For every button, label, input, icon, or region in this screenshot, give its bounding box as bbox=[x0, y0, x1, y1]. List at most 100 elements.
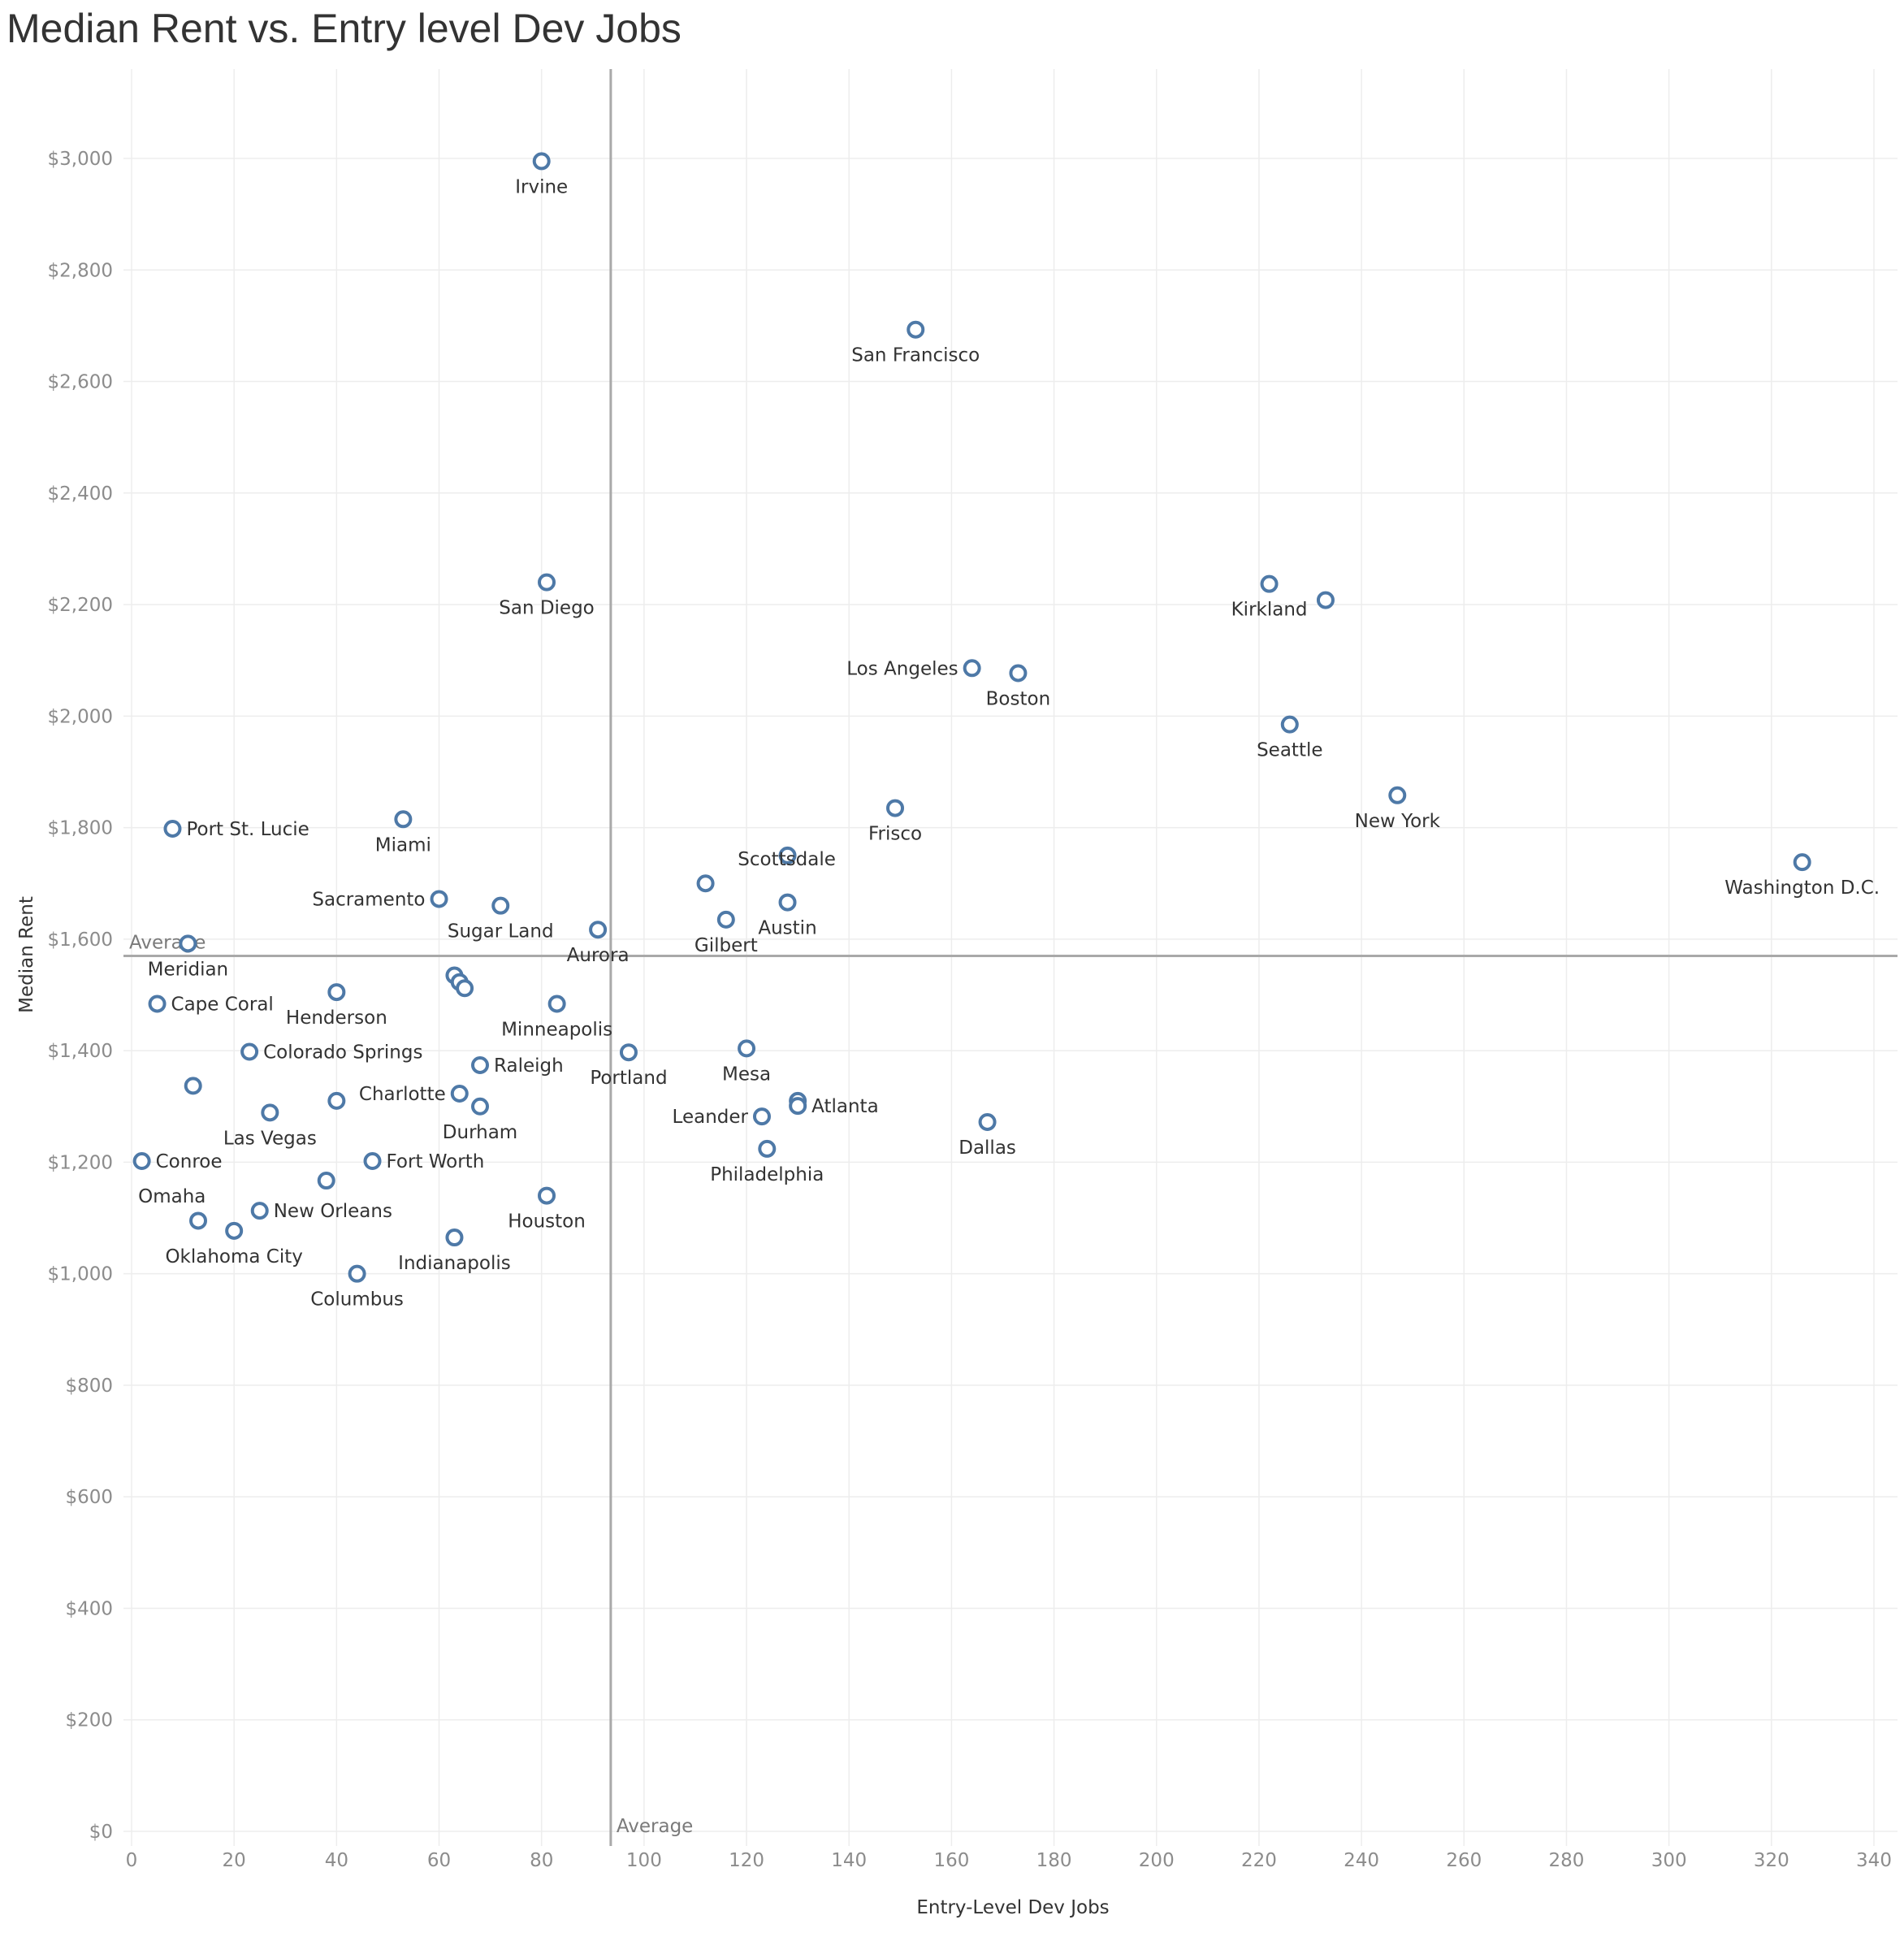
data-point bbox=[163, 819, 182, 838]
data-point bbox=[978, 1112, 997, 1131]
y-tick-label: $1,800 bbox=[48, 818, 113, 839]
data-point bbox=[348, 1264, 366, 1283]
data-point bbox=[1260, 574, 1279, 593]
data-point bbox=[619, 1043, 638, 1062]
data-point bbox=[148, 994, 167, 1013]
data-point bbox=[471, 1055, 489, 1074]
data-point bbox=[184, 1077, 202, 1095]
y-tick-label: $3,000 bbox=[48, 149, 113, 170]
point-label: Colorado Springs bbox=[263, 1042, 422, 1064]
point-label: Dallas bbox=[958, 1138, 1016, 1159]
point-label: Miami bbox=[375, 834, 431, 856]
point-label: Oklahoma City bbox=[165, 1246, 302, 1268]
data-point bbox=[789, 1097, 807, 1116]
data-point bbox=[778, 893, 797, 912]
point-label: New York bbox=[1355, 811, 1441, 832]
point-label: Meridian bbox=[148, 959, 229, 980]
data-point bbox=[589, 921, 608, 939]
point-label: Portland bbox=[590, 1068, 667, 1089]
x-tick-label: 300 bbox=[1651, 1850, 1687, 1871]
y-tick-label: $200 bbox=[65, 1710, 113, 1731]
y-tick-label: $1,600 bbox=[48, 930, 113, 951]
data-points bbox=[132, 152, 1811, 1283]
data-point bbox=[250, 1202, 269, 1220]
x-tick-label: 240 bbox=[1344, 1850, 1379, 1871]
data-point bbox=[738, 1039, 756, 1058]
point-label: Fort Worth bbox=[387, 1151, 485, 1172]
y-tick-label: $2,000 bbox=[48, 706, 113, 727]
data-point bbox=[240, 1042, 259, 1061]
point-label: Scottsdale bbox=[738, 849, 836, 870]
x-tick-label: 80 bbox=[530, 1850, 553, 1871]
data-point bbox=[963, 659, 981, 678]
point-label: Las Vegas bbox=[223, 1128, 317, 1149]
point-label: Mesa bbox=[722, 1064, 771, 1085]
y-tick-label: $1,400 bbox=[48, 1041, 113, 1062]
data-point bbox=[491, 896, 510, 915]
data-point bbox=[430, 890, 448, 908]
point-label: Charlotte bbox=[359, 1084, 446, 1105]
x-tick-label: 40 bbox=[325, 1850, 348, 1871]
point-label: Columbus bbox=[310, 1289, 404, 1311]
point-label: Conroe bbox=[156, 1151, 223, 1172]
x-tick-label: 260 bbox=[1446, 1850, 1482, 1871]
data-point bbox=[445, 1228, 464, 1247]
data-point bbox=[886, 799, 905, 817]
x-tick-label: 60 bbox=[427, 1850, 451, 1871]
data-point bbox=[696, 874, 715, 893]
point-label: Henderson bbox=[286, 1008, 387, 1029]
data-point bbox=[532, 152, 551, 171]
point-label: Kirkland bbox=[1231, 600, 1308, 621]
data-point bbox=[1388, 786, 1407, 804]
x-tick-label: 140 bbox=[831, 1850, 867, 1871]
data-point bbox=[225, 1221, 244, 1240]
point-label: Indianapolis bbox=[398, 1253, 511, 1274]
y-tick-label: $0 bbox=[89, 1822, 113, 1843]
point-label: Los Angeles bbox=[846, 658, 958, 679]
y-tick-label: $1,000 bbox=[48, 1264, 113, 1285]
data-point bbox=[1793, 853, 1811, 872]
point-label: Irvine bbox=[515, 176, 568, 197]
y-axis-title: Median Rent bbox=[16, 896, 37, 1013]
data-point bbox=[327, 983, 346, 1002]
data-point bbox=[394, 810, 413, 829]
data-point bbox=[317, 1172, 335, 1190]
y-tick-label: $2,200 bbox=[48, 595, 113, 616]
data-point bbox=[778, 846, 797, 864]
data-point bbox=[261, 1103, 279, 1122]
y-tick-label: $2,800 bbox=[48, 260, 113, 281]
point-label: Sugar Land bbox=[448, 921, 554, 942]
data-point bbox=[538, 573, 556, 592]
point-labels: Irvine San Francisco San Diego Kirkland Los … bbox=[138, 176, 1880, 1310]
point-label: Houston bbox=[508, 1211, 586, 1233]
chart-title: Median Rent vs. Entry level Dev Jobs bbox=[6, 6, 682, 51]
data-point bbox=[132, 1152, 151, 1171]
point-label: Austin bbox=[758, 918, 816, 939]
point-label: San Diego bbox=[499, 598, 595, 619]
data-point bbox=[179, 934, 197, 953]
data-point bbox=[189, 1211, 208, 1230]
point-label: Frisco bbox=[868, 824, 922, 845]
x-tick-label: 120 bbox=[729, 1850, 764, 1871]
point-label: Boston bbox=[986, 688, 1051, 709]
point-label: Omaha bbox=[138, 1186, 206, 1207]
data-point bbox=[456, 979, 474, 998]
point-label: Port St. Lucie bbox=[186, 819, 309, 840]
point-label: Leander bbox=[673, 1107, 749, 1128]
point-label: Washington D.C. bbox=[1724, 878, 1880, 899]
data-point bbox=[327, 1091, 346, 1110]
x-tick-label: 340 bbox=[1856, 1850, 1892, 1871]
point-label: Sacramento bbox=[312, 889, 425, 910]
y-tick-label: $2,400 bbox=[48, 483, 113, 505]
point-label: Seattle bbox=[1257, 740, 1322, 761]
x-tick-label: 160 bbox=[933, 1850, 969, 1871]
point-label: Raleigh bbox=[494, 1055, 564, 1077]
x-axis-title: Entry-Level Dev Jobs bbox=[916, 1897, 1109, 1918]
x-tick-label: 200 bbox=[1139, 1850, 1175, 1871]
x-average-label: Average bbox=[617, 1816, 693, 1837]
grid-lines bbox=[123, 69, 1898, 1846]
data-point bbox=[450, 1084, 469, 1103]
data-point bbox=[547, 994, 566, 1013]
data-point bbox=[752, 1107, 771, 1126]
